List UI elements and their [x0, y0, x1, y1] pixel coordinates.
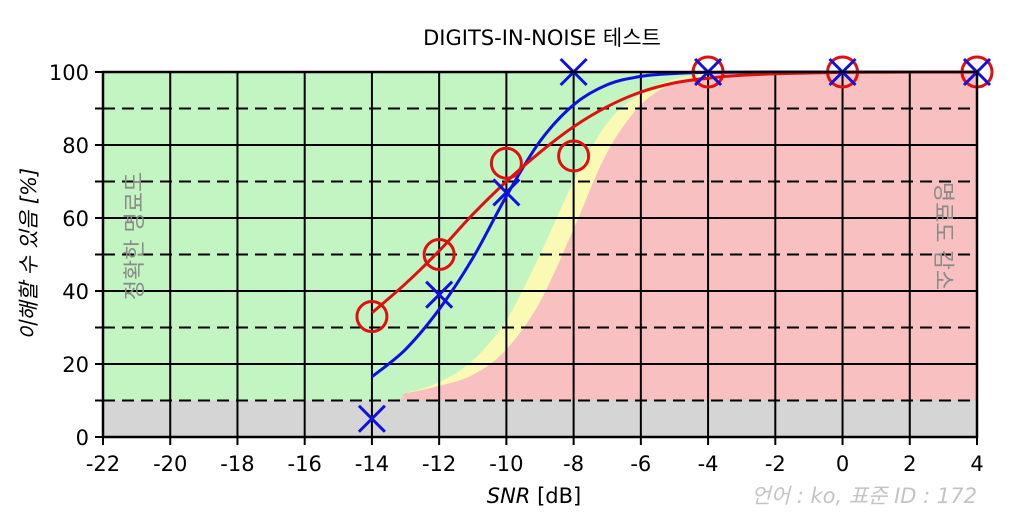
x-tick-label: -14 [355, 452, 389, 476]
x-axis-title-spacer [530, 484, 537, 508]
marker-stroke [357, 404, 386, 433]
x-tick-label: -20 [153, 452, 187, 476]
footer-note: 언어 : ko, 표준 ID : 172 [751, 484, 977, 508]
series-2-marker [355, 300, 389, 334]
x-tick-label: 4 [970, 452, 983, 476]
series-1-marker [357, 404, 386, 433]
y-tick-label: 100 [49, 61, 89, 85]
x-tick-label: -10 [489, 452, 523, 476]
x-tick-label: -16 [288, 452, 322, 476]
x-tick-label: 0 [836, 452, 849, 476]
series-2-marker [489, 146, 523, 180]
x-tick-label: -18 [220, 452, 254, 476]
x-tick-label: -22 [86, 452, 120, 476]
x-axis-title: SNR [dB] [487, 484, 581, 508]
marker-stroke [492, 178, 521, 207]
x-tick-label: -6 [630, 452, 651, 476]
x-tick-label: -2 [765, 452, 786, 476]
y-tick-label: 0 [76, 426, 89, 450]
marker-stroke [425, 280, 454, 309]
x-tick-label: -12 [422, 452, 456, 476]
zone-label-left: 정확한 명료도 [123, 172, 148, 300]
x-axis-title-unit: [dB] [537, 484, 581, 508]
series-2-marker [557, 139, 591, 173]
chart-title: DIGITS-IN-NOISE 테스트 [423, 26, 661, 50]
zone-floor [103, 400, 977, 437]
x-tick-label: 2 [903, 452, 916, 476]
x-tick-label: -4 [698, 452, 719, 476]
y-tick-label: 80 [62, 134, 89, 158]
series-2-marker [422, 238, 456, 271]
x-axis-title-italic: SNR [487, 484, 531, 508]
tick-layer: -22 -20 -18 -16 -14 -12 -10 -8 -6 -4 -2 0 2 402040608… [49, 61, 984, 476]
series-1-marker [425, 280, 454, 309]
x-tick-label: -8 [563, 452, 584, 476]
y-tick-label: 40 [62, 280, 89, 304]
y-tick-label: 60 [62, 207, 89, 231]
series-1-marker [492, 178, 521, 207]
y-axis-title: 이해할 수 있음 [%] [17, 168, 41, 340]
y-tick-label: 20 [62, 353, 89, 377]
zone-accurate [103, 71, 977, 402]
zone-label-right: 명료도 감소 [930, 182, 955, 290]
